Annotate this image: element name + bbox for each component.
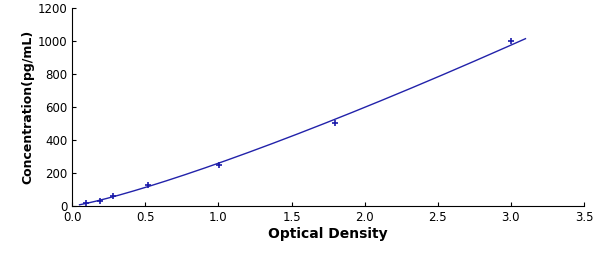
X-axis label: Optical Density: Optical Density	[268, 227, 388, 241]
Y-axis label: Concentration(pg/mL): Concentration(pg/mL)	[22, 30, 35, 184]
